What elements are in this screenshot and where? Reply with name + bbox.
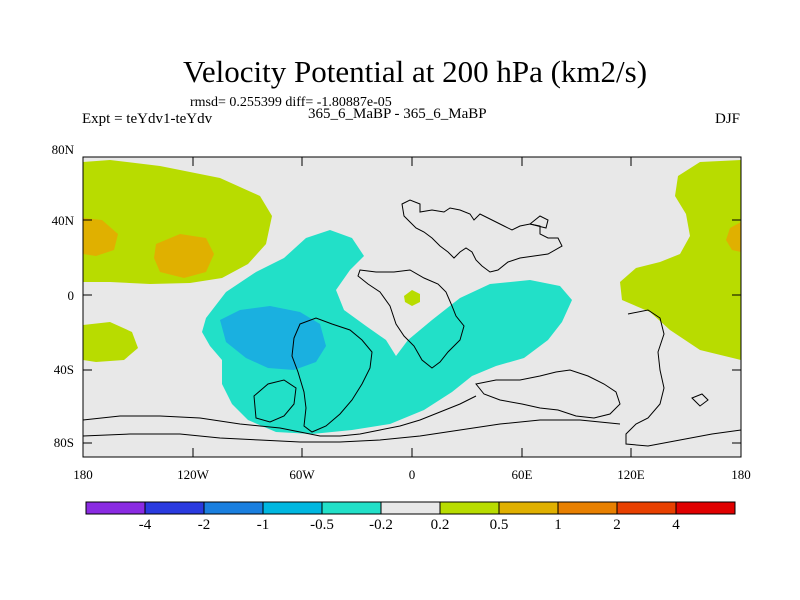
colorbar-label: -4 [138,517,152,533]
colorbar-swatch [557,501,618,515]
colorbar-swatch [203,501,264,515]
lon-label-120e: 120E [617,467,645,482]
lon-label-60e: 60E [511,467,533,482]
colorbar-swatch [262,501,323,515]
colorbar-label: -0.5 [310,517,334,533]
lat-label-80s: 80S [53,435,74,450]
lat-label-40s: 40S [53,362,74,377]
positive-region-ne [620,160,741,360]
colorbar-label: 0.2 [430,517,450,533]
lat-label-40n: 40N [51,213,74,228]
coast-africa [357,269,465,369]
colorbar-label: -1 [256,517,270,533]
colorbar-label: 0.5 [489,517,509,533]
chart-title: Velocity Potential at 200 hPa (km2/s) [182,54,648,89]
colorbar-label: -2 [197,517,211,533]
colorbar-label: 2 [613,517,621,533]
positive-core-edge-left [83,218,118,256]
colorbar-swatch [616,501,677,515]
lon-label-180w: 180 [73,467,93,482]
negative-region-main [202,230,572,434]
expt-label: Expt = teYdv1-teYdv [82,111,213,127]
colorbar-swatch [498,501,559,515]
coast-small-island [691,393,709,407]
period-label: 365_6_MaBP - 365_6_MaBP [308,106,487,122]
coast-north-america-part [253,379,297,423]
lat-label-0: 0 [67,288,75,303]
coast-antarctica-bottom [82,419,621,443]
colorbar-label: -0.2 [369,517,393,533]
colorbar-swatch [439,501,500,515]
colorbar-swatch [85,501,146,515]
coast-south-america [291,317,373,433]
positive-core-west [154,234,214,278]
coast-greenland [528,215,549,229]
coast-antarctica [82,395,477,437]
positive-region-small [404,290,420,306]
lat-label-80n: 80N [51,142,74,157]
lon-label-0: 0 [408,467,416,482]
coast-indonesia-australia [475,369,621,419]
lon-label-60w: 60W [289,467,315,482]
colorbar-swatch [380,501,441,515]
coast-south-pacific [625,309,742,447]
lon-label-120w: 120W [177,467,209,482]
colorbar-swatch [321,501,382,515]
colorbar-swatch [675,501,736,515]
season-label: DJF [714,111,740,127]
colorbar-label: 4 [672,517,680,533]
colorbar-swatch [144,501,205,515]
lon-label-180e: 180 [731,467,751,482]
positive-region-sw [83,322,138,362]
colorbar-label: 1 [554,517,562,533]
positive-core-edge-right [726,222,741,252]
coast-europe-asia [401,199,563,273]
stats-label: rmsd= 0.255399 diff= -1.80887e-05 [190,95,392,110]
negative-core [220,306,326,370]
positive-region-nw [83,160,272,284]
